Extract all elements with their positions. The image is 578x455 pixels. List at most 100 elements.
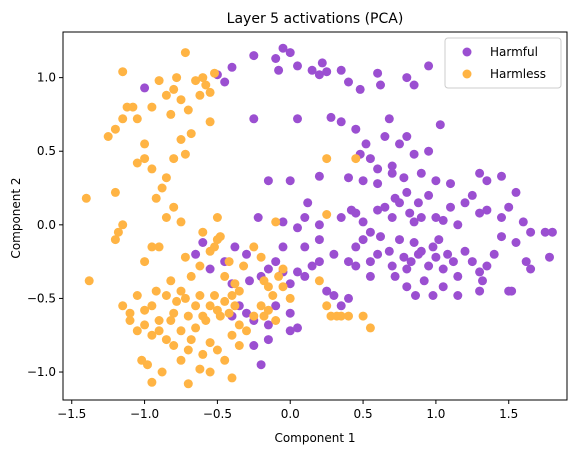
harmless-point bbox=[230, 301, 240, 311]
harmless-point bbox=[180, 149, 190, 159]
harmless-point bbox=[256, 252, 266, 262]
harmful-point bbox=[245, 276, 254, 286]
harmful-point bbox=[376, 232, 385, 242]
harmful-point bbox=[317, 58, 327, 68]
harmless-point bbox=[205, 338, 215, 348]
harmless-point bbox=[143, 360, 152, 370]
harmful-point bbox=[322, 67, 332, 77]
harmless-point bbox=[172, 296, 182, 306]
harmful-point bbox=[314, 235, 324, 245]
harmless-point bbox=[198, 349, 208, 359]
harmless-point bbox=[154, 242, 164, 252]
harmful-point bbox=[140, 83, 150, 93]
harmful-point bbox=[424, 261, 434, 271]
harmful-point bbox=[336, 213, 346, 222]
harmful-point bbox=[300, 213, 310, 222]
harmless-point bbox=[103, 132, 113, 141]
harmful-point bbox=[249, 341, 259, 350]
harmless-point bbox=[180, 252, 190, 262]
harmful-point bbox=[399, 173, 409, 183]
legend-marker-harmful bbox=[462, 47, 472, 57]
harmless-point bbox=[147, 330, 157, 340]
harmful-point bbox=[405, 208, 415, 218]
harmful-point bbox=[384, 246, 394, 256]
harmful-point bbox=[387, 261, 397, 271]
harmful-point bbox=[409, 149, 419, 159]
harmful-point bbox=[314, 257, 324, 267]
harmful-point bbox=[395, 139, 404, 149]
harmless-point bbox=[169, 84, 179, 94]
harmful-point bbox=[448, 257, 458, 267]
harmful-point bbox=[293, 114, 302, 124]
harmless-point bbox=[205, 367, 215, 377]
harmless-point bbox=[81, 193, 91, 203]
harmful-point bbox=[460, 198, 470, 208]
harmful-point bbox=[446, 202, 455, 212]
harmless-point bbox=[169, 202, 179, 212]
harmless-point bbox=[322, 210, 332, 219]
harmless-point bbox=[224, 257, 234, 267]
harmless-point bbox=[186, 271, 196, 281]
harmful-point bbox=[387, 161, 397, 171]
harmful-point bbox=[475, 208, 485, 218]
harmless-point bbox=[118, 114, 128, 124]
harmful-point bbox=[478, 276, 487, 286]
harmful-point bbox=[402, 73, 412, 83]
harmless-point bbox=[132, 326, 142, 336]
harmful-point bbox=[293, 323, 302, 333]
harmful-point bbox=[373, 179, 383, 189]
harmless-point bbox=[234, 320, 244, 330]
harmless-point bbox=[285, 293, 295, 303]
harmful-point bbox=[344, 77, 353, 87]
harmful-point bbox=[395, 235, 404, 245]
y-tick-label: −1.0 bbox=[27, 365, 56, 379]
harmless-point bbox=[180, 293, 190, 303]
harmless-point bbox=[249, 311, 259, 321]
harmless-point bbox=[227, 373, 237, 383]
harmful-point bbox=[526, 227, 536, 237]
harmless-point bbox=[278, 282, 288, 292]
harmless-point bbox=[224, 308, 234, 318]
harmless-point bbox=[271, 316, 281, 325]
harmful-point bbox=[406, 257, 416, 267]
harmful-point bbox=[256, 360, 266, 370]
harmless-point bbox=[161, 173, 171, 183]
harmless-point bbox=[180, 48, 190, 58]
harmless-point bbox=[215, 232, 225, 242]
harmful-point bbox=[365, 257, 375, 267]
harmless-point bbox=[191, 76, 201, 86]
harmless-point bbox=[169, 154, 179, 164]
harmless-point bbox=[220, 355, 230, 365]
harmless-point bbox=[242, 326, 251, 336]
y-tick-label: 1.0 bbox=[37, 71, 56, 85]
harmless-point bbox=[220, 296, 230, 306]
harmful-point bbox=[326, 112, 336, 122]
chart-title: Layer 5 activations (PCA) bbox=[227, 11, 404, 27]
harmful-point bbox=[253, 213, 263, 222]
x-axis-ticks: −1.5 −1.0 −0.5 0.0 0.5 1.0 1.5 bbox=[57, 400, 518, 421]
harmless-point bbox=[220, 271, 230, 281]
harmful-point bbox=[434, 235, 444, 245]
y-tick-label: −0.5 bbox=[27, 291, 56, 305]
harmful-point bbox=[511, 238, 521, 247]
harmful-point bbox=[373, 205, 383, 215]
harmful-point bbox=[307, 65, 317, 75]
series-harmless bbox=[81, 48, 375, 389]
harmful-point bbox=[329, 291, 339, 300]
harmful-point bbox=[409, 217, 419, 227]
harmful-point bbox=[344, 173, 353, 183]
harmful-point bbox=[358, 217, 368, 227]
harmful-point bbox=[278, 242, 288, 252]
harmless-point bbox=[256, 301, 266, 311]
harmful-point bbox=[263, 320, 273, 330]
harmful-point bbox=[249, 114, 259, 124]
harmful-point bbox=[285, 326, 295, 336]
harmful-point bbox=[365, 271, 375, 281]
harmless-point bbox=[169, 308, 179, 318]
harmless-point bbox=[234, 286, 244, 296]
harmful-point bbox=[446, 179, 455, 189]
harmless-point bbox=[118, 301, 128, 311]
harmful-point bbox=[361, 139, 371, 149]
harmful-point bbox=[198, 238, 208, 247]
harmful-point bbox=[424, 190, 434, 200]
